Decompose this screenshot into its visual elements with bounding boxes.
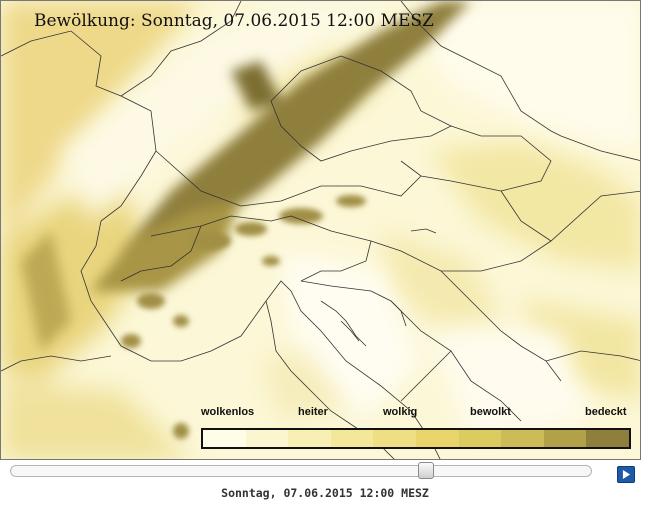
legend-swatch — [501, 430, 544, 447]
clear-areas — [61, 1, 640, 441]
play-icon — [622, 470, 630, 479]
legend-swatch — [373, 430, 416, 447]
legend-swatch — [458, 430, 502, 447]
legend-swatch — [203, 430, 246, 447]
country-borders — [1, 1, 640, 422]
legend-swatch — [288, 430, 331, 447]
play-button[interactable] — [617, 466, 635, 483]
legend-swatch — [245, 430, 289, 447]
cloud-cover-legend — [201, 428, 631, 449]
legend-swatch — [586, 430, 629, 447]
legend-swatch — [543, 430, 587, 447]
map-title: Bewölkung: Sonntag, 07.06.2015 12:00 MES… — [34, 11, 434, 31]
legend-label-bedeckt: bedeckt — [585, 406, 627, 418]
map-image — [1, 1, 640, 459]
legend-swatch — [415, 430, 459, 447]
legend-label-wolkenlos: wolkenlos — [201, 406, 255, 418]
time-slider-track[interactable] — [10, 465, 592, 477]
legend-swatch — [330, 430, 374, 447]
cloud-cover-map: Bewölkung: Sonntag, 07.06.2015 12:00 MES… — [0, 0, 641, 460]
time-slider-thumb[interactable] — [417, 462, 434, 479]
legend-label-wolkig: wolkig — [383, 406, 418, 418]
cloud-band-dark — [21, 1, 471, 351]
legend-label-heiter: heiter — [298, 406, 328, 418]
time-caption: Sonntag, 07.06.2015 12:00 MESZ — [221, 486, 429, 500]
cloud-patches — [121, 195, 366, 439]
legend-label-bewolkt: bewolkt — [470, 406, 511, 418]
